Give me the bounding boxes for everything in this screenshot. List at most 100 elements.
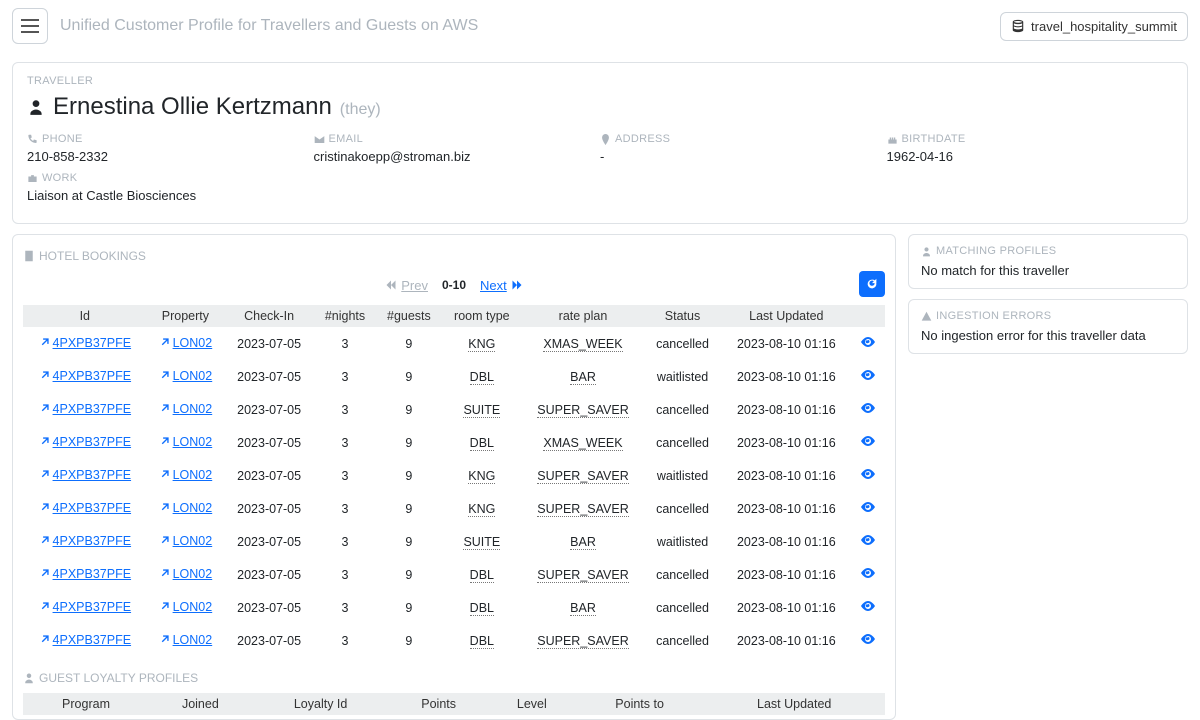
roomtype-cell: DBL: [442, 426, 522, 459]
chevrons-right-icon: [511, 279, 523, 291]
roomtype-cell: KNG: [442, 492, 522, 525]
updated-cell: 2023-08-10 01:16: [721, 624, 852, 657]
property-link[interactable]: LON02: [147, 525, 225, 558]
loyalty-table: ProgramJoinedLoyalty IdPointsLevelPoints…: [23, 693, 885, 715]
roomtype-cell: KNG: [442, 327, 522, 360]
guests-cell: 9: [376, 624, 442, 657]
view-row-button[interactable]: [852, 327, 885, 360]
refresh-button[interactable]: [859, 271, 885, 297]
nights-cell: 3: [314, 558, 376, 591]
person-icon: [27, 98, 45, 116]
guests-cell: 9: [376, 525, 442, 558]
updated-cell: 2023-08-10 01:16: [721, 591, 852, 624]
property-link[interactable]: LON02: [147, 327, 225, 360]
guests-cell: 9: [376, 360, 442, 393]
column-header: Points: [389, 693, 487, 715]
checkin-cell: 2023-07-05: [224, 525, 314, 558]
property-link[interactable]: LON02: [147, 393, 225, 426]
column-header: Level: [488, 693, 576, 715]
roomtype-cell: SUITE: [442, 525, 522, 558]
birthdate-value: 1962-04-16: [887, 149, 1174, 164]
booking-id-link[interactable]: 4PXPB37PFE: [23, 558, 147, 591]
booking-id-link[interactable]: 4PXPB37PFE: [23, 393, 147, 426]
rateplan-cell: SUPER_SAVER: [522, 558, 644, 591]
booking-id-link[interactable]: 4PXPB37PFE: [23, 327, 147, 360]
phone-icon: [27, 134, 38, 145]
chevrons-left-icon: [385, 279, 397, 291]
property-link[interactable]: LON02: [147, 492, 225, 525]
view-row-button[interactable]: [852, 459, 885, 492]
roomtype-cell: DBL: [442, 360, 522, 393]
column-header: rate plan: [522, 305, 644, 327]
updated-cell: 2023-08-10 01:16: [721, 492, 852, 525]
table-row: 4PXPB37PFELON022023-07-0539SUITESUPER_SA…: [23, 393, 885, 426]
booking-id-link[interactable]: 4PXPB37PFE: [23, 459, 147, 492]
phone-label: PHONE: [27, 133, 314, 145]
rateplan-cell: BAR: [522, 591, 644, 624]
column-header: Points to: [576, 693, 704, 715]
menu-toggle-button[interactable]: [12, 8, 48, 44]
prev-page-button[interactable]: Prev: [385, 278, 428, 293]
next-page-button[interactable]: Next: [480, 278, 523, 293]
property-link[interactable]: LON02: [147, 624, 225, 657]
nights-cell: 3: [314, 426, 376, 459]
view-row-button[interactable]: [852, 591, 885, 624]
table-row: 4PXPB37PFELON022023-07-0539DBLSUPER_SAVE…: [23, 558, 885, 591]
work-label: WORK: [27, 172, 1173, 184]
view-row-button[interactable]: [852, 492, 885, 525]
guests-cell: 9: [376, 558, 442, 591]
status-cell: cancelled: [644, 426, 721, 459]
guests-cell: 9: [376, 459, 442, 492]
column-header: Property: [147, 305, 225, 327]
domain-selector[interactable]: travel_hospitality_summit: [1000, 12, 1188, 41]
checkin-cell: 2023-07-05: [224, 624, 314, 657]
table-row: 4PXPB37PFELON022023-07-0539KNGXMAS_WEEKc…: [23, 327, 885, 360]
updated-cell: 2023-08-10 01:16: [721, 525, 852, 558]
address-label: ADDRESS: [600, 133, 887, 145]
matching-profiles-card: MATCHING PROFILES No match for this trav…: [908, 234, 1188, 289]
nights-cell: 3: [314, 525, 376, 558]
view-row-button[interactable]: [852, 525, 885, 558]
guests-cell: 9: [376, 591, 442, 624]
status-cell: cancelled: [644, 558, 721, 591]
traveller-card: TRAVELLER Ernestina Ollie Kertzmann (the…: [12, 62, 1188, 224]
property-link[interactable]: LON02: [147, 360, 225, 393]
roomtype-cell: DBL: [442, 558, 522, 591]
view-row-button[interactable]: [852, 360, 885, 393]
guests-cell: 9: [376, 327, 442, 360]
view-row-button[interactable]: [852, 426, 885, 459]
checkin-cell: 2023-07-05: [224, 591, 314, 624]
status-cell: waitlisted: [644, 525, 721, 558]
booking-id-link[interactable]: 4PXPB37PFE: [23, 624, 147, 657]
status-cell: cancelled: [644, 327, 721, 360]
booking-id-link[interactable]: 4PXPB37PFE: [23, 492, 147, 525]
view-row-button[interactable]: [852, 393, 885, 426]
booking-id-link[interactable]: 4PXPB37PFE: [23, 525, 147, 558]
status-cell: cancelled: [644, 492, 721, 525]
rateplan-cell: BAR: [522, 525, 644, 558]
column-header: Last Updated: [721, 305, 852, 327]
property-link[interactable]: LON02: [147, 591, 225, 624]
booking-id-link[interactable]: 4PXPB37PFE: [23, 426, 147, 459]
status-cell: cancelled: [644, 393, 721, 426]
ingestion-errors-card: INGESTION ERRORS No ingestion error for …: [908, 299, 1188, 354]
cake-icon: [887, 134, 898, 145]
domain-label: travel_hospitality_summit: [1031, 19, 1177, 34]
property-link[interactable]: LON02: [147, 558, 225, 591]
rateplan-cell: SUPER_SAVER: [522, 459, 644, 492]
traveller-section-label: TRAVELLER: [27, 75, 1173, 87]
bookings-card: HOTEL BOOKINGS Prev 0-10 Next IdProperty…: [12, 234, 896, 720]
building-icon: [23, 250, 35, 262]
property-link[interactable]: LON02: [147, 426, 225, 459]
nights-cell: 3: [314, 492, 376, 525]
booking-id-link[interactable]: 4PXPB37PFE: [23, 591, 147, 624]
status-cell: cancelled: [644, 591, 721, 624]
view-row-button[interactable]: [852, 624, 885, 657]
booking-id-link[interactable]: 4PXPB37PFE: [23, 360, 147, 393]
ingestion-title: INGESTION ERRORS: [921, 310, 1175, 322]
view-row-button[interactable]: [852, 558, 885, 591]
property-link[interactable]: LON02: [147, 459, 225, 492]
rateplan-cell: XMAS_WEEK: [522, 426, 644, 459]
guests-cell: 9: [376, 393, 442, 426]
database-icon: [1011, 19, 1025, 33]
